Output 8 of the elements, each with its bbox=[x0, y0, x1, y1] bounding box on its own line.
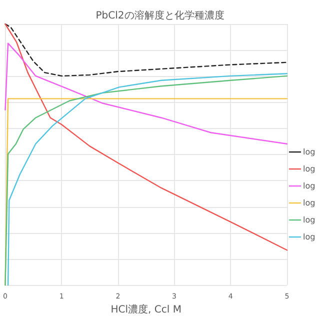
x-axis-title: HCl濃度, Ccl M bbox=[110, 304, 182, 316]
chart-title: PbCl2の溶解度と化学種濃度 bbox=[96, 10, 224, 22]
legend-label: log bbox=[303, 216, 316, 224]
legend-label: log bbox=[303, 164, 316, 174]
legend-label: log bbox=[303, 232, 316, 242]
legend-label: log bbox=[303, 182, 316, 190]
legend-label: log bbox=[303, 148, 316, 156]
legend-label: log bbox=[303, 198, 316, 208]
